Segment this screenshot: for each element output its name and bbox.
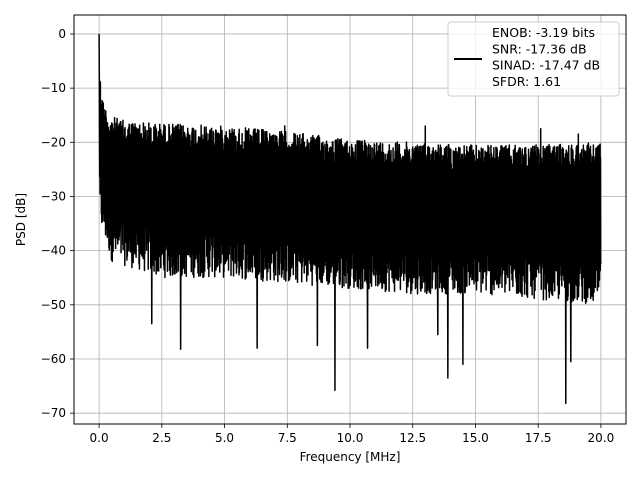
legend-text-snr: SNR: -17.36 dB (492, 41, 587, 56)
psd-line (98, 33, 602, 405)
y-tick-label: −70 (41, 406, 66, 420)
x-axis: 0.0 2.5 5.0 7.5 10.0 12.5 15.0 17.5 20.0 (90, 424, 615, 445)
y-axis: 0 −10 −20 −30 −40 −50 −60 −70 (41, 27, 74, 420)
legend-box (447, 21, 620, 97)
x-tick-label: 15.0 (462, 431, 489, 445)
y-tick-label: 0 (58, 27, 66, 41)
x-tick-label: 10.0 (337, 431, 364, 445)
legend-text-enob: ENOB: -3.19 bits (492, 25, 595, 40)
psd-series (98, 33, 602, 405)
x-tick-label: 20.0 (588, 431, 615, 445)
y-tick-label: −60 (41, 352, 66, 366)
x-tick-label: 0.0 (90, 431, 109, 445)
legend-text-sfdr: SFDR: 1.61 (492, 74, 561, 89)
x-tick-label: 17.5 (525, 431, 552, 445)
y-tick-label: −10 (41, 81, 66, 95)
x-tick-label: 12.5 (399, 431, 426, 445)
y-tick-label: −30 (41, 189, 66, 203)
legend-text-sinad: SINAD: -17.47 dB (492, 58, 600, 73)
x-tick-label: 7.5 (278, 431, 297, 445)
y-tick-label: −20 (41, 135, 66, 149)
legend: ENOB: -3.19 bits SNR: -17.36 dB SINAD: -… (447, 21, 620, 97)
x-axis-label: Frequency [MHz] (300, 450, 401, 464)
y-axis-label: PSD [dB] (14, 193, 28, 246)
x-tick-label: 2.5 (152, 431, 171, 445)
x-tick-label: 5.0 (215, 431, 234, 445)
y-tick-label: −40 (41, 244, 66, 258)
y-tick-label: −50 (41, 298, 66, 312)
